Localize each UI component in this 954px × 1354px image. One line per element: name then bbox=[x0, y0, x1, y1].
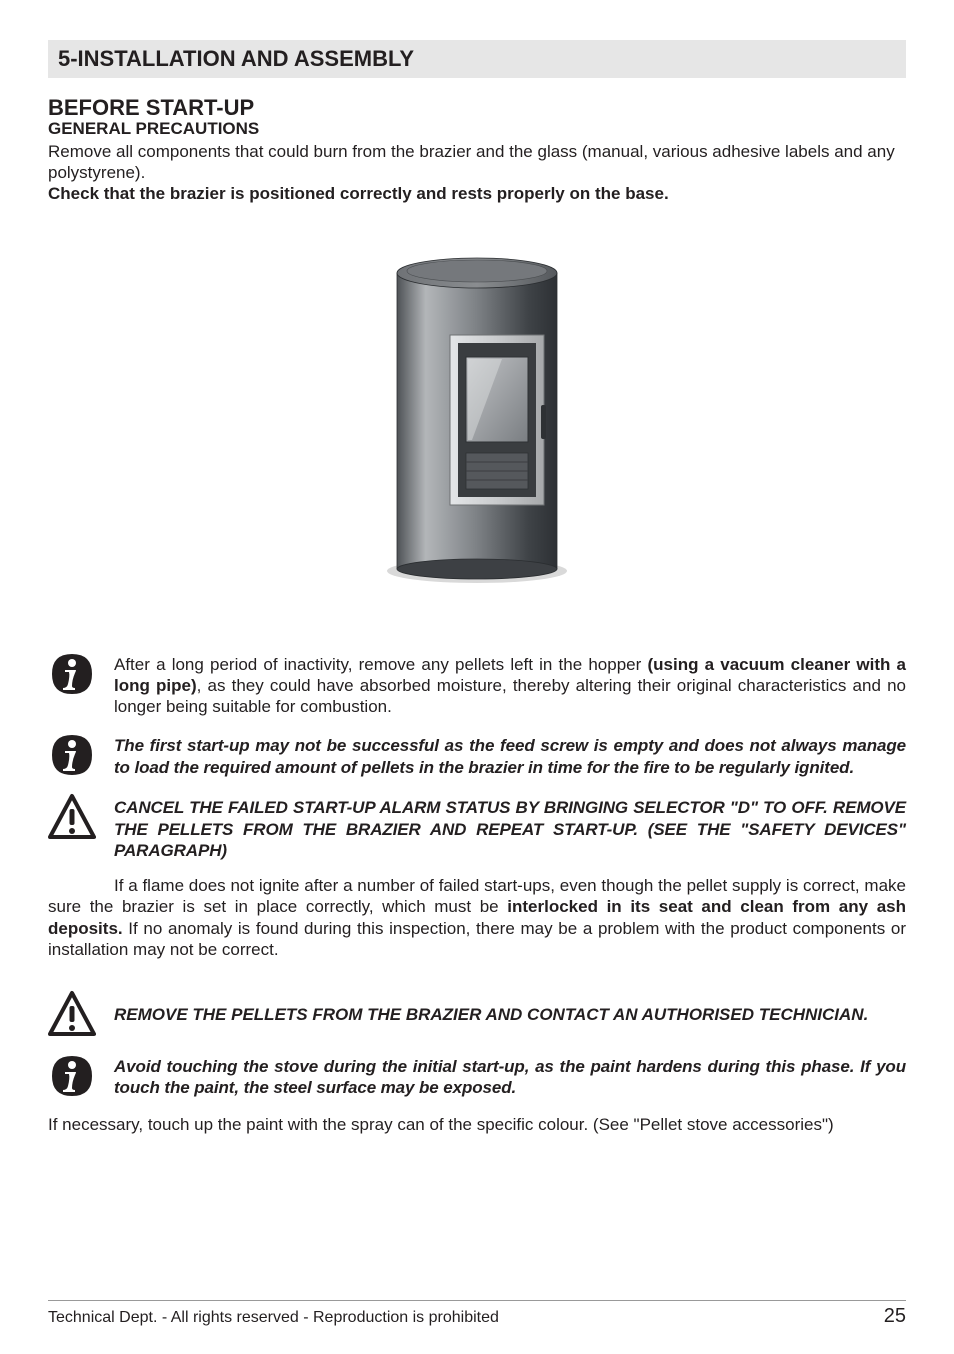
para2-c: If no anomaly is found during this inspe… bbox=[48, 919, 906, 959]
warning-icon bbox=[48, 793, 96, 841]
closing-line: If necessary, touch up the paint with th… bbox=[48, 1114, 906, 1135]
section-header: 5-INSTALLATION AND ASSEMBLY bbox=[48, 40, 906, 78]
page: 5-INSTALLATION AND ASSEMBLY BEFORE START… bbox=[0, 0, 954, 1354]
callout-info-2-text: The first start-up may not be successful… bbox=[114, 731, 906, 778]
callout-info-3: Avoid touching the stove during the init… bbox=[48, 1052, 906, 1100]
callout1-part-a: After a long period of inactivity, remov… bbox=[114, 655, 647, 674]
callout-warning-1: CANCEL THE FAILED START-UP ALARM STATUS … bbox=[48, 793, 906, 861]
warning-icon bbox=[48, 990, 96, 1038]
info-icon bbox=[48, 650, 96, 698]
page-footer: Technical Dept. - All rights reserved - … bbox=[48, 1300, 906, 1328]
callout-info-1: After a long period of inactivity, remov… bbox=[48, 650, 906, 718]
callout-info-2: The first start-up may not be successful… bbox=[48, 731, 906, 779]
intro-line-2: Check that the brazier is positioned cor… bbox=[48, 183, 906, 204]
footer-left-text: Technical Dept. - All rights reserved - … bbox=[48, 1309, 499, 1327]
callout1-part-c: , as they could have absorbed moisture, … bbox=[114, 676, 906, 716]
callout-info-1-text: After a long period of inactivity, remov… bbox=[114, 650, 906, 718]
callout-warning-2: REMOVE THE PELLETS FROM THE BRAZIER AND … bbox=[48, 990, 906, 1038]
stove-illustration bbox=[362, 245, 592, 585]
callout-warning-2-text: REMOVE THE PELLETS FROM THE BRAZIER AND … bbox=[114, 990, 906, 1025]
heading-general-precautions: GENERAL PRECAUTIONS bbox=[48, 120, 906, 139]
info-icon bbox=[48, 1052, 96, 1100]
info-icon bbox=[48, 731, 96, 779]
callout-info-3-text: Avoid touching the stove during the init… bbox=[114, 1052, 906, 1099]
callouts-block-2: REMOVE THE PELLETS FROM THE BRAZIER AND … bbox=[48, 990, 906, 1100]
callouts-block-1: After a long period of inactivity, remov… bbox=[48, 650, 906, 862]
heading-before-startup: BEFORE START-UP bbox=[48, 96, 906, 120]
intro-line-1: Remove all components that could burn fr… bbox=[48, 141, 906, 184]
callout-warning-1-text: CANCEL THE FAILED START-UP ALARM STATUS … bbox=[114, 793, 906, 861]
paragraph-flame: If a flame does not ignite after a numbe… bbox=[48, 875, 906, 960]
page-number: 25 bbox=[884, 1305, 906, 1328]
stove-figure bbox=[48, 245, 906, 590]
